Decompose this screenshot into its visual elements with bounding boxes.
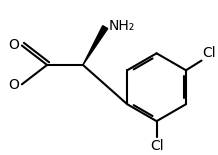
Polygon shape [83, 26, 108, 65]
Text: Cl: Cl [150, 139, 164, 153]
Text: Cl: Cl [203, 46, 216, 60]
Text: O: O [8, 78, 19, 92]
Text: O: O [8, 38, 19, 52]
Text: NH₂: NH₂ [108, 19, 134, 33]
